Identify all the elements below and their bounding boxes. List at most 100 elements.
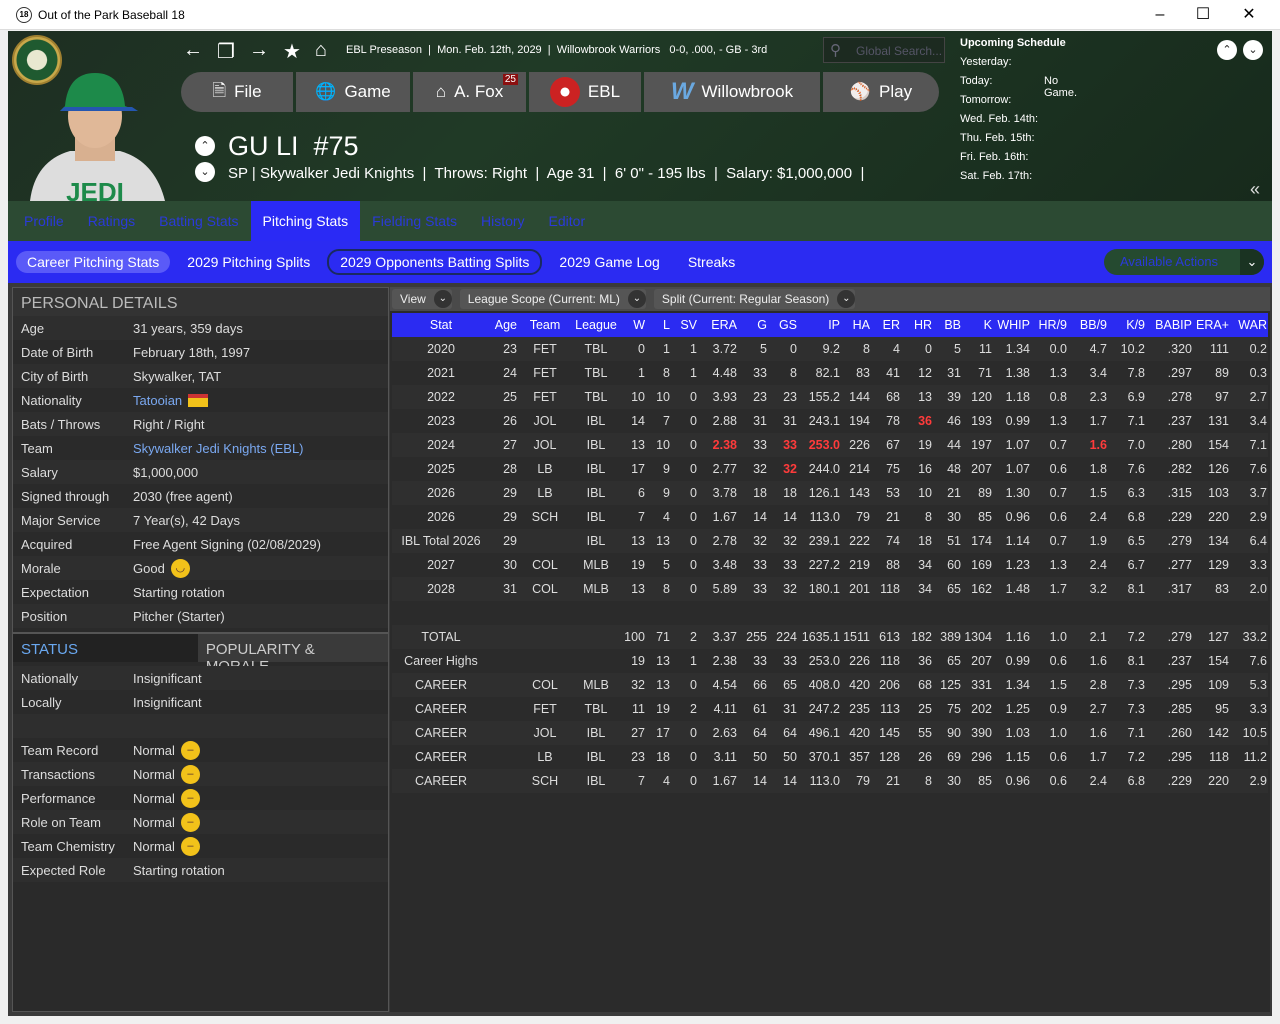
global-search-input[interactable]: ⚲ Global Search... bbox=[823, 37, 945, 63]
copy-icon[interactable]: ❐ bbox=[217, 41, 235, 63]
column-header-l[interactable]: L bbox=[663, 318, 670, 332]
cell-w: 19 bbox=[631, 654, 645, 668]
cell-g: 33 bbox=[753, 654, 767, 668]
menu-label: File bbox=[234, 82, 262, 101]
collapse-icon[interactable]: « bbox=[1250, 179, 1261, 199]
menu-league[interactable]: EBL bbox=[529, 72, 641, 112]
filter-dropdown[interactable]: League Scope (Current: ML) ⌄ bbox=[459, 289, 646, 309]
filter-dropdown[interactable]: Split (Current: Regular Season) ⌄ bbox=[653, 289, 856, 309]
column-header-hr/9[interactable]: HR/9 bbox=[1038, 318, 1067, 332]
cell-k/9: 7.3 bbox=[1127, 678, 1145, 692]
cell-sv: 0 bbox=[690, 438, 697, 452]
cell-bb/9: 1.7 bbox=[1089, 750, 1107, 764]
column-header-ha[interactable]: HA bbox=[852, 318, 870, 332]
menu-play[interactable]: ⚾ Play bbox=[823, 72, 939, 112]
column-header-gs[interactable]: GS bbox=[778, 318, 797, 332]
cell-er: 118 bbox=[880, 654, 900, 668]
schedule-down-button[interactable]: ⌄ bbox=[1243, 40, 1263, 60]
column-header-bb/9[interactable]: BB/9 bbox=[1079, 318, 1107, 332]
subtab-2029-opponents-batting-splits[interactable]: 2029 Opponents Batting Splits bbox=[327, 249, 543, 275]
tab-batting-stats[interactable]: Batting Stats bbox=[159, 213, 239, 229]
cell-g: 23 bbox=[753, 390, 767, 404]
cell-hr: 34 bbox=[918, 582, 932, 596]
filter-dropdown[interactable]: View ⌄ bbox=[392, 289, 452, 309]
close-button[interactable]: ✕ bbox=[1242, 6, 1256, 23]
column-header-er[interactable]: ER bbox=[882, 318, 900, 332]
column-header-k/9[interactable]: K/9 bbox=[1126, 318, 1145, 332]
cell-stat: 2026 bbox=[427, 510, 455, 524]
maximize-button[interactable]: ☐ bbox=[1195, 6, 1211, 23]
menu-team[interactable]: W Willowbrook bbox=[644, 72, 820, 112]
detail-value: $1,000,000 bbox=[133, 465, 198, 480]
cell-war: 5.3 bbox=[1249, 678, 1267, 692]
column-header-bb[interactable]: BB bbox=[944, 318, 961, 332]
tab-history[interactable]: History bbox=[480, 213, 525, 229]
cell-war: 2.9 bbox=[1249, 774, 1267, 788]
detail-value-text[interactable]: Skywalker Jedi Knights (EBL) bbox=[133, 440, 304, 456]
schedule-date: Today: bbox=[960, 75, 993, 87]
next-player-button[interactable]: ⌄ bbox=[195, 162, 215, 182]
detail-value-text[interactable]: Tatooian bbox=[133, 392, 183, 408]
tab-ratings[interactable]: Ratings bbox=[87, 213, 136, 229]
cell-bb: 30 bbox=[947, 510, 961, 524]
menu-file[interactable]: 🗎 File bbox=[181, 72, 293, 112]
menu-game[interactable]: 🌐 Game bbox=[296, 72, 410, 112]
column-header-w[interactable]: W bbox=[633, 318, 645, 332]
column-header-whip[interactable]: WHIP bbox=[997, 318, 1030, 332]
detail-value: Starting rotation bbox=[133, 863, 225, 878]
cell-hr: 68 bbox=[918, 678, 932, 692]
tab-popularity-morale[interactable]: POPULARITY & MORALE bbox=[197, 634, 388, 675]
column-header-g[interactable]: G bbox=[757, 318, 767, 332]
cell-bb: 46 bbox=[947, 414, 961, 428]
column-header-stat[interactable]: Stat bbox=[429, 318, 453, 332]
cell-bb/9: 1.7 bbox=[1089, 414, 1107, 428]
cell-stat: IBL Total 2026 bbox=[401, 534, 481, 548]
available-actions-dropdown[interactable]: Available Actions ⌄ bbox=[1104, 249, 1264, 275]
cell-league: TBL bbox=[584, 342, 608, 356]
cell-war: 11.2 bbox=[1243, 750, 1267, 764]
column-header-era[interactable]: ERA bbox=[711, 318, 737, 332]
previous-player-button[interactable]: ⌃ bbox=[195, 136, 215, 156]
table-row: 2021 24 FET TBL 1 8 1 4.48 33 8 82.1 83 41 12 31 71 1.38… bbox=[392, 361, 1268, 385]
column-header-ip[interactable]: IP bbox=[828, 318, 840, 332]
cell-ip: 496.1 bbox=[808, 726, 840, 740]
tab-pitching-stats[interactable]: Pitching Stats bbox=[250, 201, 361, 241]
tab-fielding-stats[interactable]: Fielding Stats bbox=[372, 213, 457, 229]
subtab-career-pitching-stats[interactable]: Career Pitching Stats bbox=[16, 251, 171, 273]
column-header-age[interactable]: Age bbox=[494, 318, 517, 332]
subtab-streaks[interactable]: Streaks bbox=[687, 254, 736, 270]
column-header-k[interactable]: K bbox=[983, 318, 992, 332]
column-header-league[interactable]: League bbox=[575, 318, 617, 332]
cell-team: COL bbox=[532, 582, 558, 596]
column-header-war[interactable]: WAR bbox=[1238, 318, 1267, 332]
detail-row: Role on Team Normal – bbox=[13, 810, 388, 834]
tab-status[interactable]: STATUS bbox=[13, 634, 198, 662]
column-header-era+[interactable]: ERA+ bbox=[1195, 318, 1229, 332]
cell-bb/9: 4.7 bbox=[1089, 342, 1107, 356]
column-header-sv[interactable]: SV bbox=[680, 318, 697, 332]
detail-value-text: Free Agent Signing (02/08/2029) bbox=[133, 536, 321, 552]
column-header-hr[interactable]: HR bbox=[913, 318, 932, 332]
tab-profile[interactable]: Profile bbox=[24, 213, 64, 229]
cell-whip: 0.96 bbox=[1005, 774, 1030, 788]
cell-hr/9: 0.7 bbox=[1049, 534, 1067, 548]
tab-editor[interactable]: Editor bbox=[548, 213, 586, 229]
column-header-team[interactable]: Team bbox=[529, 318, 561, 332]
minimize-button[interactable]: – bbox=[1155, 6, 1165, 23]
home-icon[interactable]: ⌂ bbox=[314, 39, 327, 61]
schedule-up-button[interactable]: ⌃ bbox=[1217, 40, 1237, 60]
subtab-2029-pitching-splits[interactable]: 2029 Pitching Splits bbox=[187, 254, 311, 270]
detail-value: February 18th, 1997 bbox=[133, 345, 250, 360]
breadcrumb: EBL Preseason | Mon. Feb. 12th, 2029 | W… bbox=[346, 44, 768, 56]
star-icon[interactable]: ★ bbox=[282, 41, 301, 63]
neutral-face-icon: – bbox=[180, 836, 200, 856]
back-arrow-icon[interactable]: ← bbox=[183, 39, 203, 61]
column-header-babip[interactable]: BABIP bbox=[1155, 318, 1192, 332]
detail-row: Team Skywalker Jedi Knights (EBL) bbox=[13, 436, 388, 460]
forward-arrow-icon[interactable]: → bbox=[248, 39, 269, 61]
cell-er: 75 bbox=[886, 462, 900, 476]
subtab-2029-game-log[interactable]: 2029 Game Log bbox=[559, 254, 660, 270]
cell-sv: 1 bbox=[690, 342, 697, 356]
team-logo bbox=[12, 35, 62, 85]
menu-manager[interactable]: ⌂ A. Fox 25 bbox=[413, 72, 526, 112]
